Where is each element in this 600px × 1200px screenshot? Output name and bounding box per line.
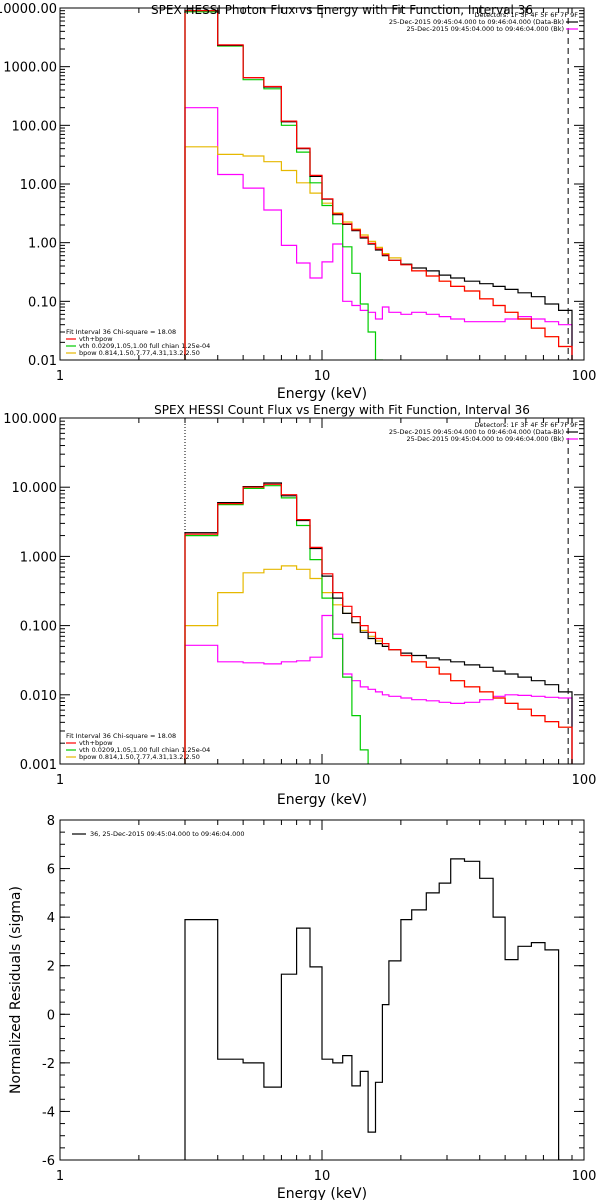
x-tick-label: 1 [56,773,64,788]
y-tick-label: 0.01 [28,354,57,369]
legend-fit-text: Fit Interval 36 Chi-square = 18.08 [66,328,176,336]
plot-area [184,858,572,1160]
y-tick-label: 0.001 [20,758,57,773]
legend-fit-text: Fit Interval 36 Chi-square = 18.08 [66,732,176,740]
x-axis-label: Energy (keV) [277,1186,367,1200]
y-tick-label: 0.010 [20,689,57,704]
series-line-vth-bpow [184,10,573,360]
series-line-vth-bpow [184,483,573,764]
x-tick-label: 1 [56,1169,64,1184]
x-axis-label: Energy (keV) [277,792,367,808]
plot-area [184,418,573,764]
y-tick-label: 10000.00 [0,2,57,17]
x-tick-label: 100 [572,1169,597,1184]
legend-header-text: Detectors: 1F 3F 4F 5F 6F 7F 9F [475,11,579,19]
y-tick-label: 100.000 [3,412,57,427]
y-tick-label: 1.000 [20,550,57,565]
y-tick-label: 2 [47,960,55,975]
plot-frame [59,417,585,765]
y-tick-label: 0 [47,1008,55,1023]
y-tick-label: 10.000 [12,481,58,496]
y-tick-label: -4 [42,1105,55,1120]
y-tick-label: 0.10 [28,295,57,310]
y-tick-label: 100.00 [12,119,58,134]
legend-header-text: 25-Dec-2015 09:45:04.000 to 09:46:04.000… [407,435,565,443]
series-line-vth [184,485,369,764]
y-tick-label: 6 [47,863,55,878]
chart-title: SPEX HESSI Count Flux vs Energy with Fit… [154,403,530,417]
series-line-bpow [184,565,573,764]
x-tick-label: 100 [572,369,597,384]
y-tick-label: -2 [42,1057,55,1072]
x-tick-label: 10 [314,369,331,384]
legend-header-text: 25-Dec-2015 09:45:04.000 to 09:46:04.000… [389,18,564,26]
y-tick-label: 1.00 [28,237,57,252]
y-tick-label: 8 [47,814,55,829]
plot-area [184,8,573,360]
chart-title: SPEX HESSI Photon Flux vs Energy with Fi… [151,3,533,17]
legend-fit-text: vth 0.0209,1.05,1.00 full chian 1.25e-04 [79,746,210,754]
legend-fit-text: vth 0.0209,1.05,1.00 full chian 1.25e-04 [79,342,210,350]
chart-panel-2: SPEX HESSI Count Flux vs Energy with Fit… [3,403,596,808]
plot-frame [59,819,585,1161]
series-line-vth [184,11,383,360]
series-line-bk [184,614,573,764]
legend-fit-text: vth+bpow [79,739,113,747]
x-tick-label: 10 [314,773,331,788]
legend-header-text: Detectors: 1F 3F 4F 5F 6F 7F 9F [475,421,579,429]
y-tick-label: 10.00 [20,178,57,193]
y-tick-label: 0.100 [20,620,57,635]
series-line-bk [184,107,573,360]
x-axis-label: Energy (keV) [277,386,367,402]
y-tick-label: -6 [42,1154,55,1169]
y-axis-label: Normalized Residuals (sigma) [8,886,24,1094]
x-tick-label: 100 [572,773,597,788]
y-tick-label: 4 [47,911,55,926]
legend-text: 36, 25-Dec-2015 09:45:04.000 to 09:46:04… [90,830,245,838]
legend-fit-text: bpow 0.814,1.50,7.77,4.31,13.2,2.50 [79,349,200,357]
x-tick-label: 10 [314,1169,331,1184]
chart-panel-3: 1 10 100 -6 -4 -2 0 2 4 6 8 Energy (keV) Normalized … [8,814,596,1200]
plot-frame [59,7,585,361]
x-tick-label: 1 [56,369,64,384]
series-line-data-bk [184,482,573,764]
legend-fit-text: bpow 0.814,1.50,7.77,4.31,13.2,2.50 [79,753,200,761]
legend-fit-text: vth+bpow [79,335,113,343]
series-line-data-bk [184,10,573,360]
series-line-36-25-dec-2015-09-45-04-000-to-09-46-04-000 [184,858,572,1160]
legend-header-text: 25-Dec-2015 09:45:04.000 to 09:46:04.000… [389,428,564,436]
legend-header-text: 25-Dec-2015 09:45:04.000 to 09:46:04.000… [407,25,565,33]
y-tick-label: 1000.00 [3,61,57,76]
chart-panel-1: SPEX HESSI Photon Flux vs Energy with Fi… [0,2,596,402]
